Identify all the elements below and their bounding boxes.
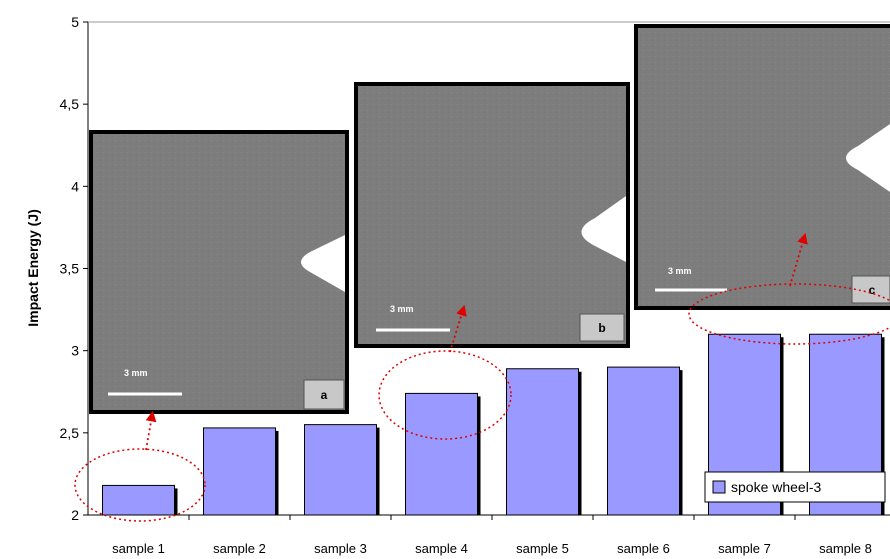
arrow-to-inset-a (145, 410, 157, 451)
x-tick-label: sample 5 (516, 541, 569, 556)
x-tick-label: sample 6 (617, 541, 670, 556)
bar-sample-6 (607, 366, 680, 516)
highlight-ellipse-samples-7-8 (688, 283, 890, 345)
inset-c-label: c (869, 283, 876, 297)
highlight-ellipse-sample-1 (74, 448, 206, 522)
inset-b-scale-text: 3 mm (390, 304, 414, 314)
x-tick-label: sample 3 (314, 541, 367, 556)
y-tick-label: 4,5 (60, 96, 80, 112)
bar-sample-4 (405, 392, 478, 516)
highlight-ellipse-sample-4 (378, 350, 512, 440)
arrow-to-inset-c (789, 232, 808, 287)
legend: spoke wheel-3 (704, 471, 886, 503)
legend-entry: spoke wheel-3 (731, 479, 821, 495)
x-tick-label: sample 1 (112, 541, 165, 556)
x-tick-label: sample 7 (718, 541, 771, 556)
y-tick-label: 4 (71, 178, 79, 194)
bar-sample-1 (102, 484, 175, 516)
arrow-to-inset-b (449, 304, 467, 353)
y-tick-label: 3 (71, 343, 79, 359)
x-tick-label: sample 4 (415, 541, 468, 556)
inset-b-label: b (598, 321, 605, 335)
inset-a-scale-text: 3 mm (124, 368, 148, 378)
y-tick-label: 5 (71, 14, 79, 30)
bar-sample-5 (506, 368, 579, 516)
inset-a-label: a (321, 388, 328, 402)
bar-sample-2 (203, 427, 276, 516)
inset-c-scale-text: 3 mm (668, 266, 692, 276)
x-tick-label: sample 8 (819, 541, 872, 556)
y-axis-label: Impact Energy (J) (25, 209, 41, 326)
x-tick-label: sample 2 (213, 541, 266, 556)
legend-swatch (712, 480, 726, 494)
inset-image-b: 3 mm b (354, 82, 630, 348)
y-tick-label: 2 (71, 507, 79, 523)
inset-image-a: 3 mm a (89, 130, 349, 414)
bar-sample-3 (304, 424, 377, 516)
y-tick-label: 3,5 (60, 261, 80, 277)
y-tick-label: 2,5 (60, 425, 80, 441)
inset-image-c: 3 mm c (634, 24, 890, 310)
